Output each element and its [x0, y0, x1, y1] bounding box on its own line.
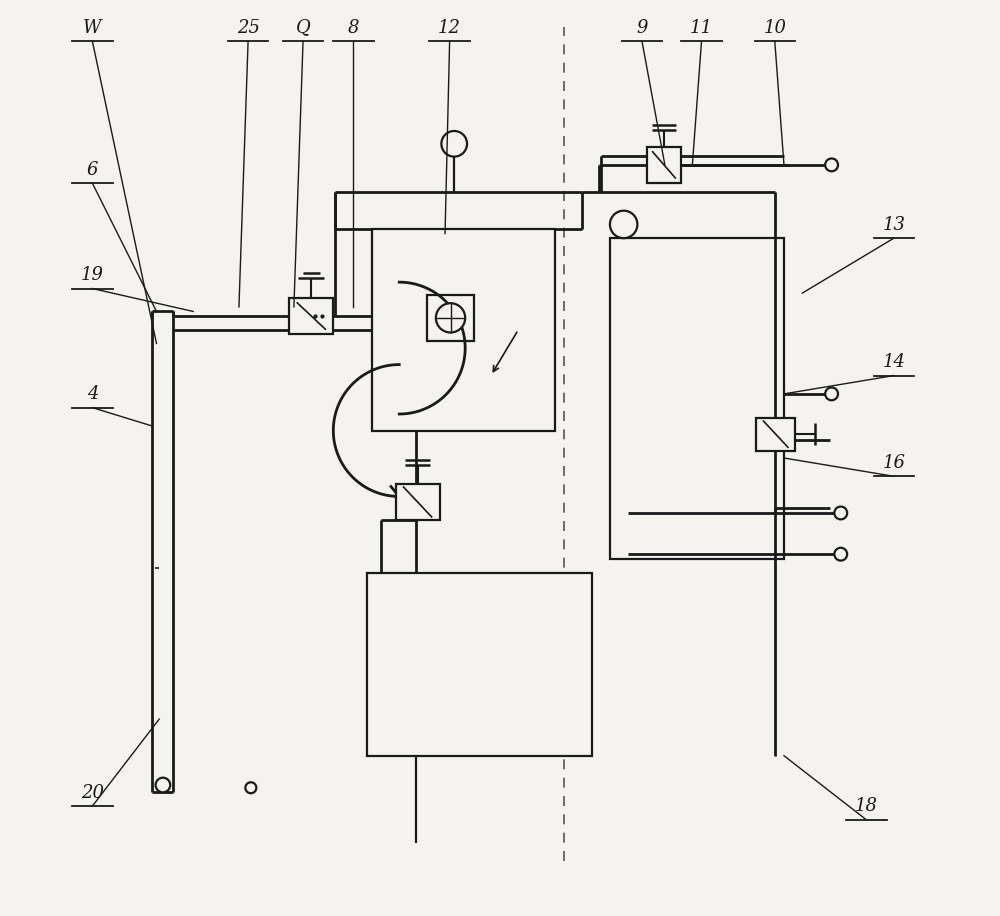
Text: 12: 12 [438, 18, 461, 37]
Text: Q: Q [296, 18, 310, 37]
Circle shape [610, 211, 637, 238]
Text: 13: 13 [882, 215, 905, 234]
Text: 9: 9 [636, 18, 648, 37]
Circle shape [156, 778, 170, 792]
Text: 20: 20 [81, 783, 104, 802]
Circle shape [834, 507, 847, 519]
Circle shape [441, 131, 467, 157]
Circle shape [436, 303, 465, 333]
Text: W: W [83, 18, 102, 37]
Bar [756, 418, 795, 451]
Bar [610, 238, 784, 559]
Bar [427, 295, 474, 341]
Circle shape [245, 782, 256, 793]
Text: 8: 8 [348, 18, 359, 37]
Circle shape [834, 548, 847, 561]
Bar [367, 572, 592, 756]
Text: 4: 4 [87, 385, 98, 403]
Text: 25: 25 [237, 18, 260, 37]
Text: 16: 16 [882, 453, 905, 472]
Text: 11: 11 [690, 18, 713, 37]
Circle shape [825, 387, 838, 400]
Bar [289, 298, 333, 334]
Bar [647, 147, 681, 183]
Bar [372, 229, 555, 431]
Text: 6: 6 [87, 160, 98, 179]
Text: 18: 18 [855, 797, 878, 815]
Text: 19: 19 [81, 266, 104, 284]
Circle shape [825, 158, 838, 171]
Text: 10: 10 [763, 18, 786, 37]
Bar [396, 484, 440, 520]
Text: 14: 14 [882, 353, 905, 371]
